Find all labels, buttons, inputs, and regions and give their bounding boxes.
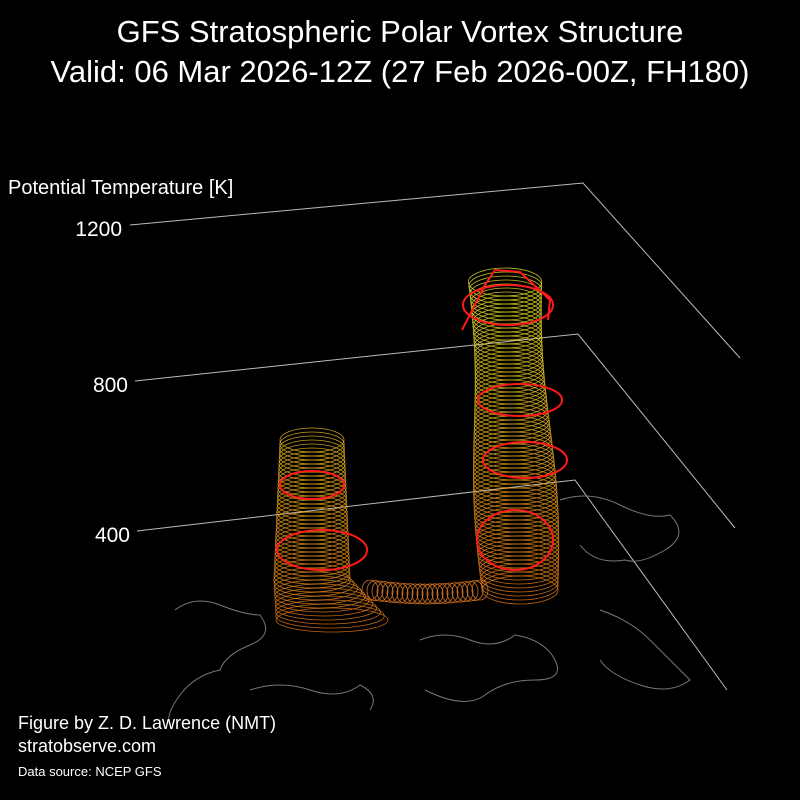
- tick-label: 800: [93, 374, 128, 397]
- contour: [275, 603, 385, 629]
- level-line: [136, 479, 728, 691]
- contour: [416, 583, 434, 605]
- credit-site: stratobserve.com: [18, 736, 156, 756]
- contour: [467, 267, 543, 297]
- coastline: [599, 609, 691, 690]
- contour: [469, 283, 542, 313]
- contour-highlight: [476, 509, 554, 571]
- contour: [436, 582, 454, 604]
- contour: [279, 435, 345, 461]
- contour: [451, 581, 469, 603]
- contour: [456, 581, 474, 603]
- contour: [411, 583, 429, 605]
- contour: [376, 581, 394, 603]
- contour-highlight: [477, 383, 563, 417]
- contour: [471, 579, 489, 601]
- coastline: [168, 600, 267, 726]
- contour: [406, 583, 424, 605]
- credit-author: Figure by Z. D. Lawrence (NMT): [18, 713, 276, 733]
- coastline: [559, 495, 680, 562]
- contour: [279, 431, 345, 457]
- contour: [278, 443, 346, 469]
- coastline: [419, 634, 558, 702]
- contour: [468, 271, 543, 301]
- contour: [468, 275, 543, 305]
- subtitle: Valid: 06 Mar 2026-12Z (27 Feb 2026-00Z,…: [50, 54, 749, 89]
- contour: [371, 580, 389, 602]
- contour: [470, 287, 542, 317]
- contour: [421, 583, 439, 605]
- level-line: [129, 182, 741, 359]
- contour: [381, 581, 399, 603]
- axis-frame: [129, 182, 741, 691]
- contour: [470, 291, 542, 321]
- tick-label: 400: [95, 524, 130, 547]
- title: GFS Stratospheric Polar Vortex Structure: [117, 14, 684, 49]
- contour-highlight: [482, 441, 568, 479]
- contour: [361, 579, 379, 601]
- credit-source: Data source: NCEP GFS: [18, 764, 162, 779]
- contour: [396, 582, 414, 604]
- vortex: [273, 267, 568, 633]
- contour-highlight: [276, 529, 368, 571]
- contour: [431, 583, 449, 605]
- contour-highlight: [461, 268, 552, 331]
- contour: [401, 583, 419, 605]
- contour: [274, 591, 374, 617]
- contour-highlight: [279, 470, 345, 500]
- coastlines: [168, 495, 691, 726]
- contour: [274, 595, 378, 621]
- contour-highlight: [462, 284, 554, 326]
- contour: [275, 599, 381, 625]
- coastline: [249, 684, 374, 711]
- contour: [366, 580, 384, 601]
- contour: [446, 582, 464, 604]
- contour: [441, 582, 459, 604]
- contour: [386, 582, 404, 604]
- contour: [391, 582, 409, 604]
- contour: [279, 427, 345, 453]
- contour: [279, 439, 345, 465]
- contour: [466, 580, 484, 601]
- axis-label: Potential Temperature [K]: [8, 177, 233, 199]
- tick-label: 1200: [75, 218, 122, 241]
- contour: [461, 580, 479, 602]
- level-line: [134, 333, 736, 529]
- contour: [426, 583, 444, 605]
